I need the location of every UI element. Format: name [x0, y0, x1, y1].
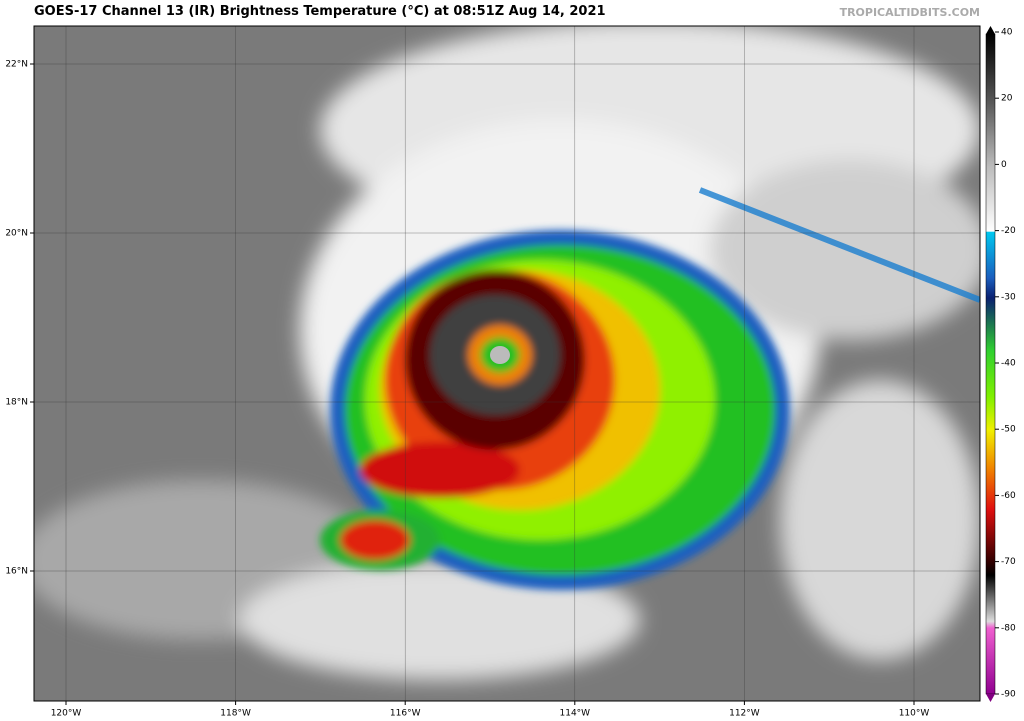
colorbar-tick-label: 40	[1001, 28, 1013, 38]
colorbar	[985, 33, 996, 695]
lat-label: 16°N	[5, 567, 28, 577]
lon-label: 120°W	[51, 709, 82, 719]
colorbar-tick-label: -90	[1001, 690, 1016, 700]
lat-label: 18°N	[5, 398, 28, 408]
lat-label: 20°N	[5, 229, 28, 239]
colorbar-tick-label: -60	[1001, 491, 1016, 501]
lon-label: 114°W	[560, 709, 591, 719]
colorbar-arrow	[986, 26, 995, 34]
colorbar-tick-label: 20	[1001, 94, 1013, 104]
credit: TROPICALTIDBITS.COM	[840, 6, 980, 19]
map-frame	[33, 25, 981, 702]
colorbar-tick-label: 0	[1001, 160, 1007, 170]
title: GOES-17 Channel 13 (IR) Brightness Tempe…	[34, 4, 606, 19]
colorbar-tick-label: -80	[1001, 623, 1016, 633]
colorbar-tick-label: -20	[1001, 226, 1016, 236]
colorbar-tick-label: -30	[1001, 292, 1016, 302]
lon-label: 118°W	[220, 709, 251, 719]
lon-label: 112°W	[729, 709, 760, 719]
lon-label: 116°W	[390, 709, 421, 719]
colorbar-tick-label: -70	[1001, 557, 1016, 567]
colorbar-arrow	[986, 694, 995, 702]
colorbar-tick-label: -50	[1001, 425, 1016, 435]
satellite-image	[34, 26, 980, 701]
lon-label: 110°W	[899, 709, 930, 719]
colorbar-tick-label: -40	[1001, 359, 1016, 369]
lat-label: 22°N	[5, 60, 28, 70]
